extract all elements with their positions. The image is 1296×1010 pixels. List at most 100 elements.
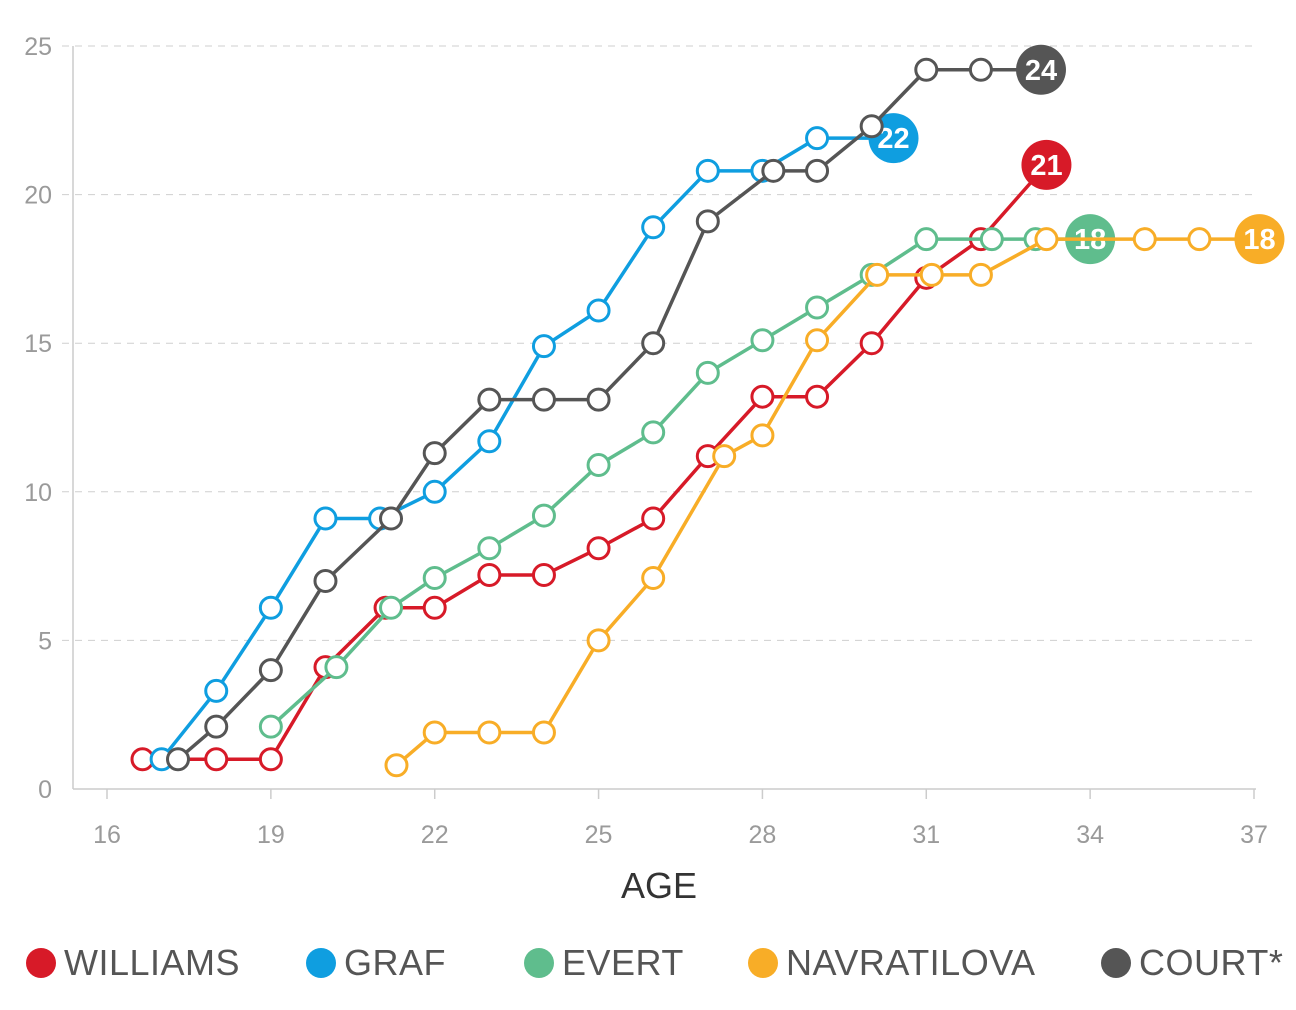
series-line-court	[176, 68, 1041, 761]
data-point	[313, 568, 338, 593]
data-point	[968, 57, 993, 82]
data-point	[422, 720, 447, 745]
data-point	[914, 57, 939, 82]
data-point	[919, 262, 944, 287]
legend-swatch	[26, 948, 56, 978]
data-point	[477, 387, 502, 412]
data-point	[422, 479, 447, 504]
x-tick-label: 28	[749, 821, 777, 849]
data-point	[586, 387, 611, 412]
data-point	[166, 747, 191, 772]
y-tick-label: 15	[24, 330, 52, 358]
data-point	[641, 565, 666, 590]
data-point	[586, 628, 611, 653]
data-point	[750, 384, 775, 409]
data-point	[1034, 227, 1059, 252]
data-point	[379, 506, 404, 531]
series-navratilova: 18	[384, 214, 1285, 778]
legend-item-graf: GRAF	[306, 938, 446, 988]
data-point	[258, 714, 283, 739]
data-point	[313, 506, 338, 531]
y-tick-labels: 0 5 10 15 20 25	[24, 33, 52, 804]
data-point	[531, 503, 556, 528]
legend-label: GRAF	[344, 942, 447, 983]
data-point	[761, 158, 786, 183]
y-tick-label: 25	[24, 33, 52, 61]
y-tick-label: 0	[38, 776, 52, 804]
data-point	[477, 429, 502, 454]
legend-item-williams: WILLIAMS	[26, 938, 240, 988]
data-point	[979, 227, 1004, 252]
x-tick-label: 16	[93, 821, 121, 849]
data-point	[641, 420, 666, 445]
legend-label: NAVRATILOVA	[786, 942, 1036, 983]
legend-label: EVERT	[562, 942, 684, 983]
series-court: 24	[166, 44, 1066, 772]
data-point	[805, 328, 830, 353]
data-label: 18	[1243, 224, 1275, 256]
data-point	[805, 295, 830, 320]
series-line-evert	[269, 237, 1091, 728]
data-point	[641, 506, 666, 531]
legend-label: WILLIAMS	[64, 942, 241, 983]
data-point	[379, 595, 404, 620]
data-point	[859, 331, 884, 356]
data-point	[531, 563, 556, 588]
data-point	[695, 209, 720, 234]
data-point	[805, 126, 830, 151]
data-point	[204, 678, 229, 703]
final-marker	[1234, 214, 1285, 265]
legend: WILLIAMS GRAF EVERT NAVRATILOVA COURT*	[0, 938, 1296, 988]
data-point	[865, 262, 890, 287]
legend-swatch	[1101, 948, 1131, 978]
data-point	[586, 536, 611, 561]
x-tick-label: 31	[912, 821, 940, 849]
data-point	[695, 158, 720, 183]
data-point	[586, 453, 611, 478]
axes	[72, 46, 1256, 799]
x-tick-label: 22	[421, 821, 449, 849]
data-point	[805, 384, 830, 409]
legend-swatch	[748, 948, 778, 978]
data-point	[712, 444, 737, 469]
data-point	[384, 753, 409, 778]
data-label: 21	[1030, 150, 1062, 182]
gridlines	[62, 45, 1256, 641]
data-point	[477, 563, 502, 588]
data-point	[968, 262, 993, 287]
x-tick-labels: 16 19 22 25 28 31 34 37	[93, 821, 1268, 849]
data-point	[204, 714, 229, 739]
data-point	[695, 360, 720, 385]
data-point	[641, 331, 666, 356]
final-marker	[1015, 44, 1066, 95]
data-point	[477, 536, 502, 561]
data-point	[258, 658, 283, 683]
legend-swatch	[524, 948, 554, 978]
data-label: 24	[1025, 55, 1057, 87]
data-point	[1187, 227, 1212, 252]
y-tick-label: 20	[24, 182, 52, 210]
data-point	[531, 387, 556, 412]
data-point	[641, 215, 666, 240]
data-point	[422, 441, 447, 466]
x-tick-label: 25	[585, 821, 613, 849]
data-point	[258, 595, 283, 620]
data-point	[586, 298, 611, 323]
legend-label: COURT*	[1139, 942, 1284, 983]
series-evert: 18	[258, 214, 1116, 739]
data-point	[324, 655, 349, 680]
legend-item-court: COURT*	[1101, 938, 1283, 988]
series-line-navratilova	[395, 237, 1260, 767]
data-point	[258, 747, 283, 772]
data-point	[750, 423, 775, 448]
data-point	[204, 747, 229, 772]
final-marker	[1021, 139, 1072, 190]
y-tick-label: 10	[24, 479, 52, 507]
data-point	[859, 114, 884, 139]
data-point	[1132, 227, 1157, 252]
data-point	[531, 334, 556, 359]
x-tick-label: 19	[257, 821, 285, 849]
legend-item-navratilova: NAVRATILOVA	[748, 938, 1036, 988]
legend-item-evert: EVERT	[524, 938, 684, 988]
